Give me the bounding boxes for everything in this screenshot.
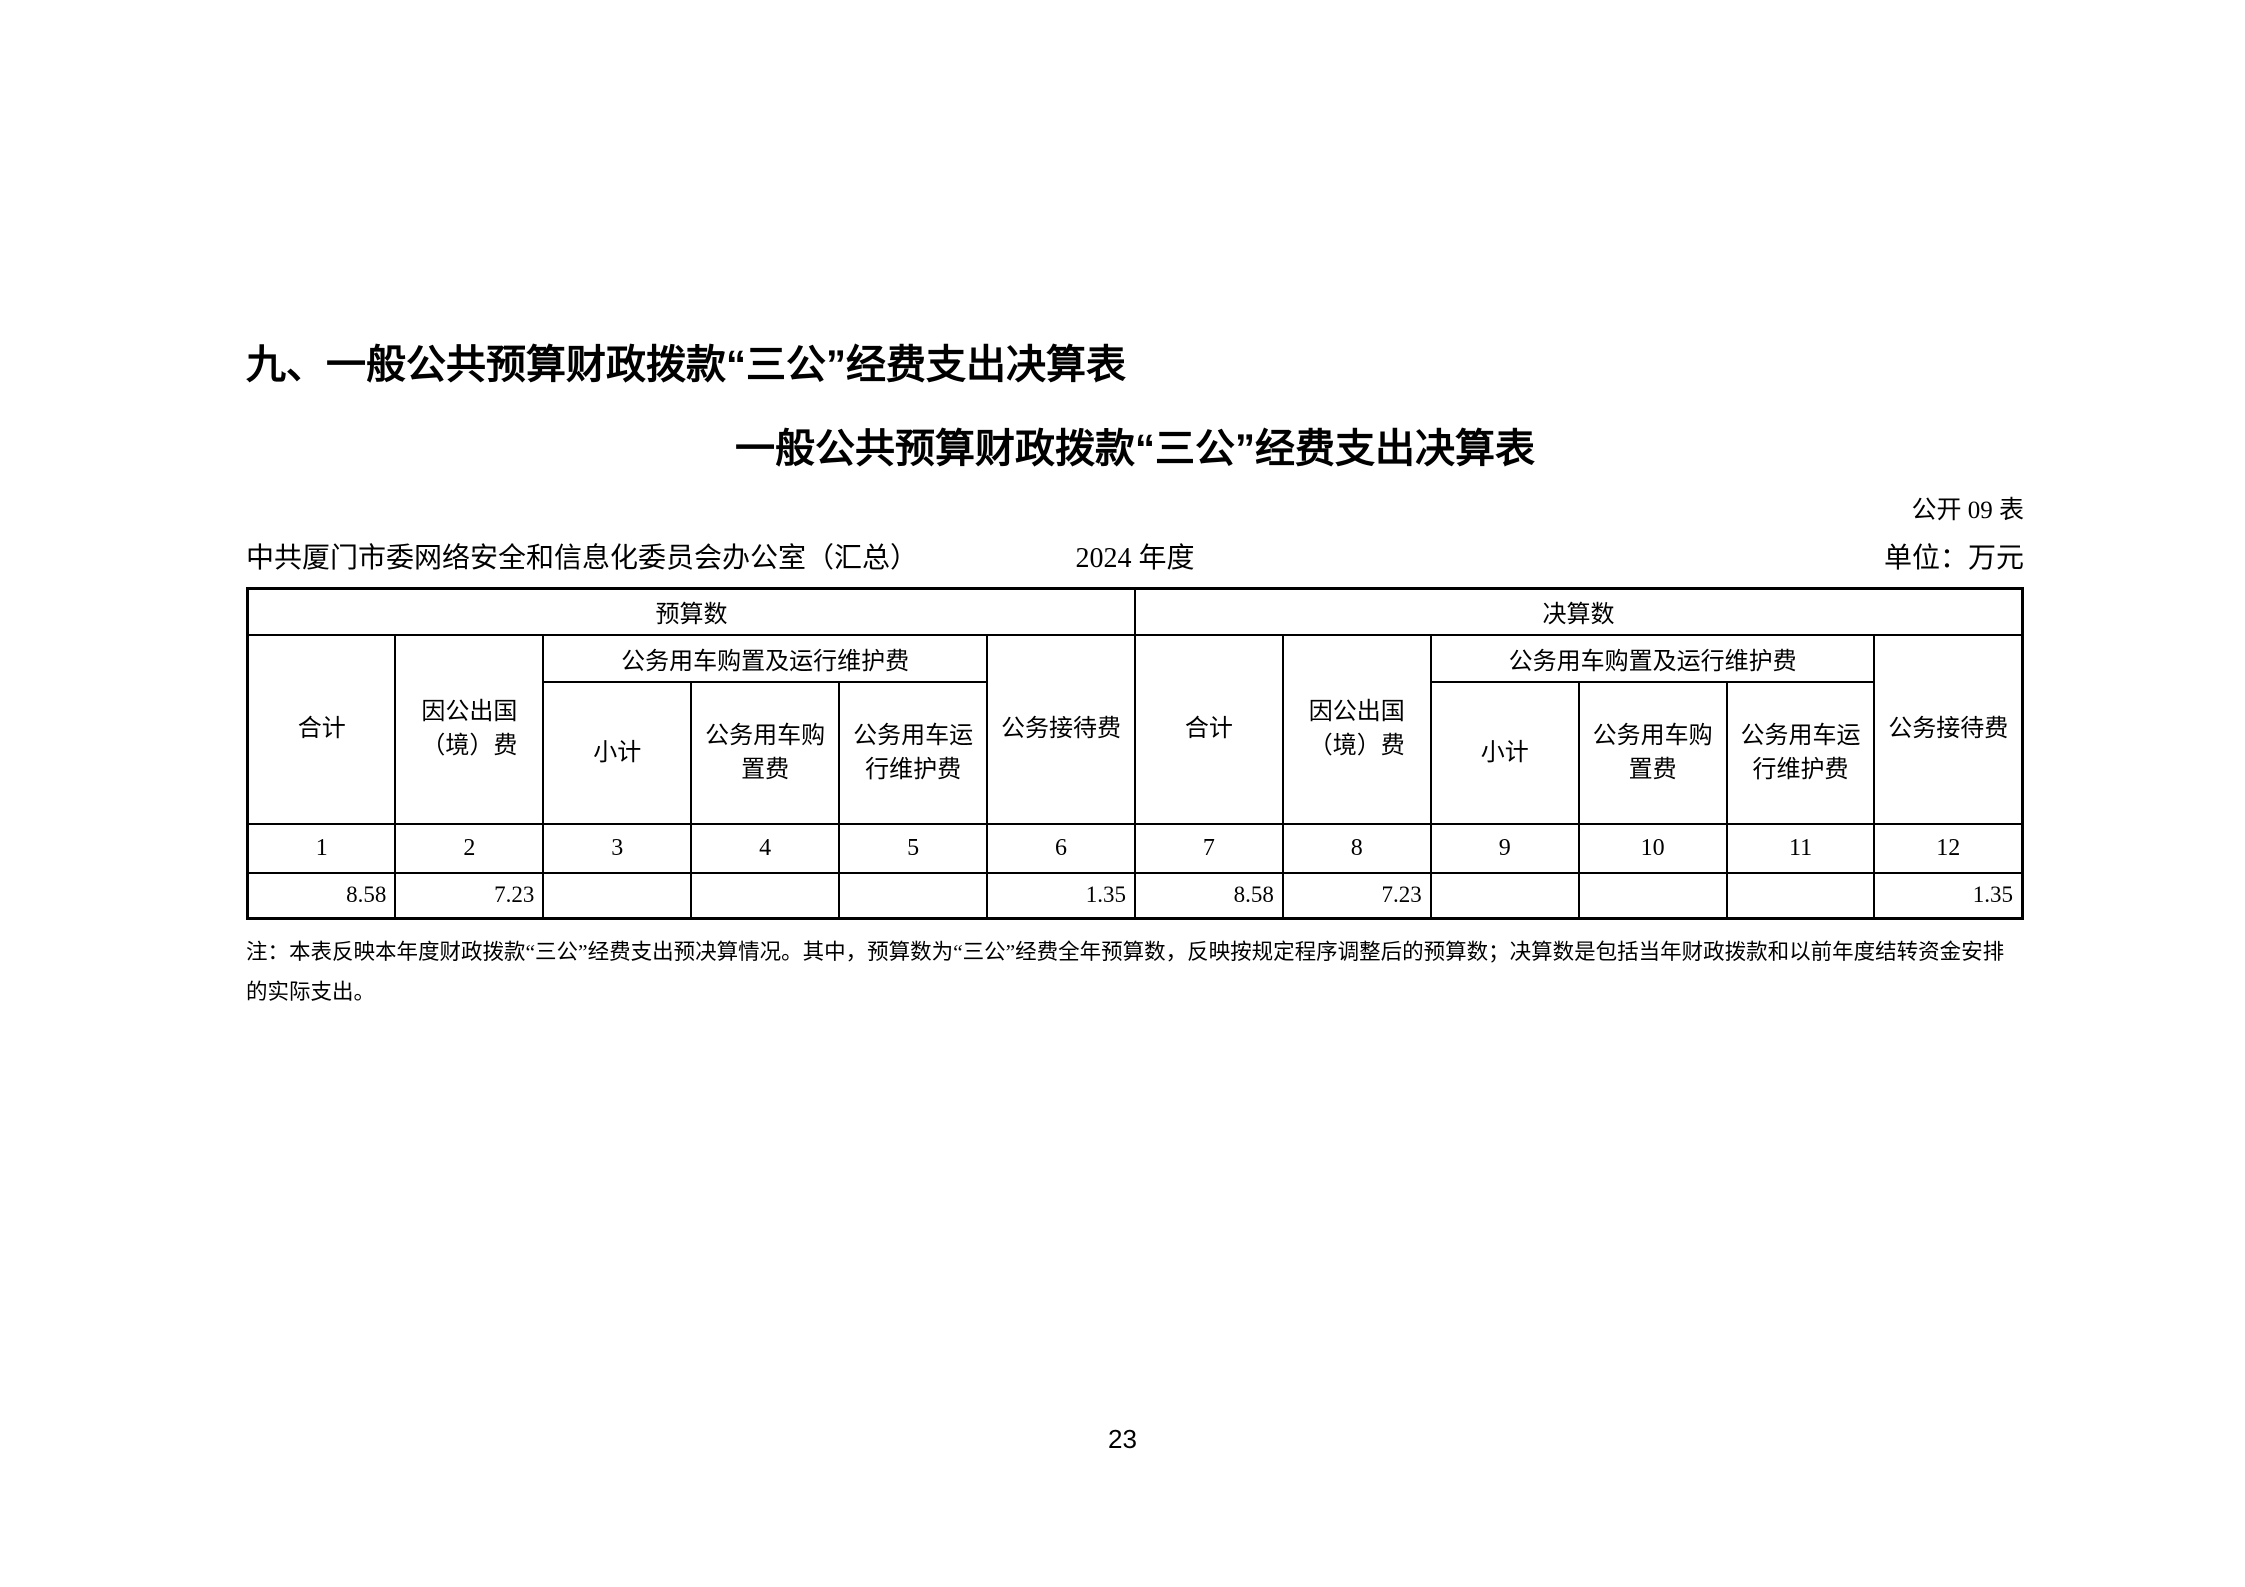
leaf-header-row: 小计 公务用车购置费 公务用车运行维护费 小计 公务用车购置费 公务用车运行维护…: [248, 680, 2023, 825]
column-number-cell: 11: [1725, 822, 1876, 874]
header-final-vehicle-maintenance: 公务用车运行维护费: [1725, 680, 1876, 825]
header-budget-abroad: 因公出国（境）费: [394, 633, 545, 825]
column-number-cell: 4: [690, 822, 841, 874]
table-title: 一般公共预算财政拨款“三公”经费支出决算表: [735, 427, 1535, 471]
header-budget-reception: 公务接待费: [986, 633, 1136, 825]
column-number-cell: 2: [394, 822, 545, 874]
column-number-cell: 7: [1133, 822, 1284, 874]
table-code-label: 公开 09 表: [1911, 497, 2024, 524]
table-note: 注：本表反映本年度财政拨款“三公”经费支出预决算情况。其中，预算数为“三公”经费…: [246, 940, 2005, 1004]
header-budget-total: 合计: [246, 633, 397, 825]
header-final-vehicle-group: 公务用车购置及运行维护费: [1429, 633, 1876, 683]
value-cell-final-vehicle-subtotal: [1429, 871, 1580, 920]
section-title: 九、一般公共预算财政拨款“三公”经费支出决算表: [246, 343, 1126, 387]
value-cell-final-vehicle-maintenance: [1725, 871, 1876, 920]
column-number-cell: 12: [1873, 822, 2024, 874]
value-cell-final-abroad: 7.23: [1281, 871, 1432, 920]
value-cell-budget-reception: 1.35: [986, 871, 1136, 920]
column-number-cell: 10: [1577, 822, 1728, 874]
header-budget-vehicle-group: 公务用车购置及运行维护费: [542, 633, 989, 683]
header-budget-vehicle-purchase: 公务用车购置费: [690, 680, 841, 825]
header-budget-vehicle-maintenance: 公务用车运行维护费: [838, 680, 989, 825]
column-number-cell: 8: [1281, 822, 1432, 874]
document-content: 九、一般公共预算财政拨款“三公”经费支出决算表 一般公共预算财政拨款“三公”经费…: [246, 0, 2024, 1012]
value-cell-final-total: 8.58: [1133, 871, 1284, 920]
sangong-expense-table: 预算数 决算数 合计 因公出国（境）费 公务用车购置及运行维护费 公务接待费 合…: [246, 587, 2024, 920]
column-number-cell: 6: [986, 822, 1136, 874]
header-final-vehicle-purchase: 公务用车购置费: [1577, 680, 1728, 825]
header-final-total: 合计: [1133, 633, 1284, 825]
value-cell-budget-vehicle-purchase: [690, 871, 841, 920]
header-final-abroad: 因公出国（境）费: [1281, 633, 1432, 825]
group-header-final: 决算数: [1133, 587, 2024, 636]
org-name: 中共厦门市委网络安全和信息化委员会办公室（汇总）: [246, 543, 919, 574]
column-number-cell: 3: [542, 822, 693, 874]
value-cell-final-vehicle-purchase: [1577, 871, 1728, 920]
subgroup-header-row: 合计 因公出国（境）费 公务用车购置及运行维护费 公务接待费 合计 因公出国（境…: [246, 633, 2024, 825]
column-number-cell: 1: [246, 822, 397, 874]
value-cell-budget-vehicle-subtotal: [542, 871, 693, 920]
value-cell-final-reception: 1.35: [1873, 871, 2024, 920]
unit-label: 单位：万元: [1883, 543, 2024, 574]
value-cell-budget-abroad: 7.23: [394, 871, 545, 920]
value-row: 8.58 7.23 1.35 8.58 7.23 1.35: [246, 871, 2024, 920]
header-final-reception: 公务接待费: [1873, 633, 2024, 825]
group-header-budget: 预算数: [246, 587, 1136, 636]
value-cell-budget-total: 8.58: [246, 871, 397, 920]
column-number-row: 1 2 3 4 5 6 7 8 9 10 11 12: [246, 822, 2024, 874]
header-final-vehicle-subtotal: 小计: [1429, 680, 1580, 825]
header-budget-vehicle-subtotal: 小计: [542, 680, 693, 825]
column-number-cell: 5: [838, 822, 989, 874]
value-cell-budget-vehicle-maintenance: [838, 871, 989, 920]
table-meta-line: 中共厦门市委网络安全和信息化委员会办公室（汇总） 2024 年度 单位：万元: [246, 542, 2024, 576]
group-header-row: 预算数 决算数: [246, 587, 2024, 636]
column-number-cell: 9: [1429, 822, 1580, 874]
page-number: 23: [1108, 1424, 1137, 1454]
fiscal-year: 2024 年度: [1075, 543, 1195, 574]
